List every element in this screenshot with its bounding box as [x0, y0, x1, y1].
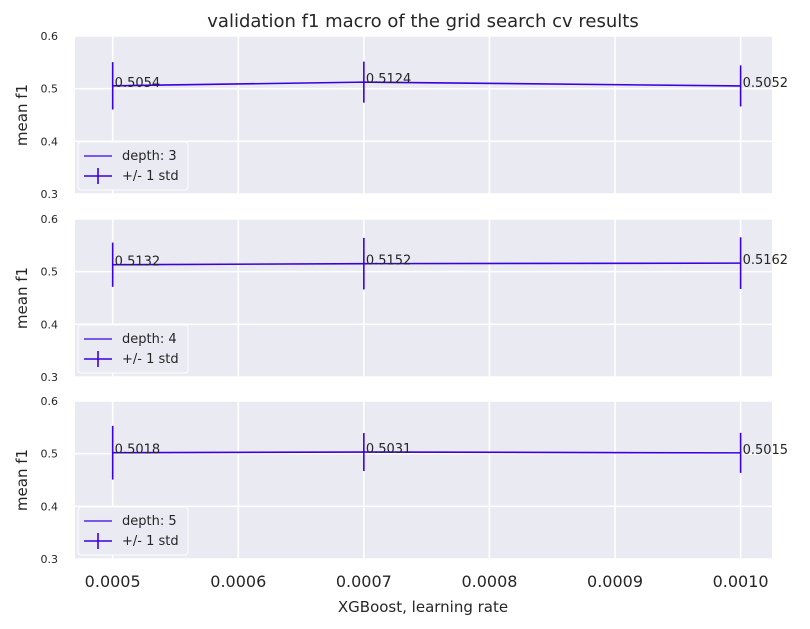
y-tick-label: 0.3: [41, 553, 59, 566]
legend-error-label: +/- 1 std: [122, 534, 179, 549]
panel-2: 0.3 0.4 0.5 0.6 mean f1 0.5132 0.5152 0.5162 dep…: [13, 213, 788, 384]
y-axis-label: mean f1: [13, 449, 31, 511]
x-tick-label: 0.0006: [210, 572, 266, 591]
y-tick-label: 0.4: [41, 318, 59, 331]
panel-1: 0.3 0.4 0.5 0.6 mean f1 0.5054 0.5124 0.5052 dep…: [13, 30, 788, 201]
y-tick-label: 0.5: [41, 448, 59, 461]
y-tick-label: 0.3: [41, 188, 59, 201]
data-label: 0.5018: [115, 443, 161, 458]
data-label: 0.5124: [366, 72, 412, 87]
y-tick-label: 0.6: [41, 30, 59, 43]
chart-title: validation f1 macro of the grid search c…: [207, 11, 638, 32]
legend-frame: [77, 141, 189, 191]
data-label: 0.5031: [366, 442, 412, 457]
legend-frame: [77, 506, 189, 556]
legend-series-label: depth: 4: [122, 332, 177, 347]
y-tick-label: 0.5: [41, 83, 59, 96]
x-axis-ticks: 0.0005 0.0006 0.0007 0.0008 0.0009 0.0010: [85, 572, 769, 591]
legend: depth: 5 +/- 1 std: [77, 506, 189, 556]
panels: 0.3 0.4 0.5 0.6 mean f1 0.5054 0.5124 0.5052 dep…: [13, 30, 788, 566]
plot-area: [75, 36, 772, 194]
legend-frame: [77, 324, 189, 374]
data-label: 0.5132: [115, 255, 161, 270]
data-label: 0.5054: [115, 76, 161, 91]
x-tick-label: 0.0010: [713, 572, 769, 591]
legend-series-label: depth: 5: [122, 514, 177, 529]
y-tick-label: 0.5: [41, 266, 59, 279]
series-line: [112, 451, 741, 454]
x-tick-label: 0.0007: [336, 572, 392, 591]
plot-area: [75, 401, 772, 559]
y-tick-label: 0.3: [41, 371, 59, 384]
x-tick-label: 0.0005: [85, 572, 141, 591]
legend: depth: 3 +/- 1 std: [77, 141, 189, 191]
y-tick-label: 0.6: [41, 213, 59, 226]
x-axis-label: XGBoost, learning rate: [338, 598, 508, 616]
data-label: 0.5015: [743, 443, 789, 458]
y-tick-label: 0.4: [41, 135, 59, 148]
plot-area: [75, 219, 772, 377]
y-tick-label: 0.6: [41, 395, 59, 408]
data-label: 0.5162: [743, 253, 789, 268]
x-tick-label: 0.0009: [587, 572, 643, 591]
y-axis-label: mean f1: [13, 267, 31, 329]
panel-3: 0.3 0.4 0.5 0.6 mean f1 0.5018 0.5031 0.5015 dep…: [13, 395, 788, 566]
y-axis-label: mean f1: [13, 84, 31, 146]
legend: depth: 4 +/- 1 std: [77, 324, 189, 374]
y-tick-label: 0.4: [41, 500, 59, 513]
legend-error-label: +/- 1 std: [122, 169, 179, 184]
legend-series-label: depth: 3: [122, 149, 177, 164]
legend-error-label: +/- 1 std: [122, 352, 179, 367]
data-label: 0.5052: [743, 76, 789, 91]
data-label: 0.5152: [366, 254, 412, 269]
x-tick-label: 0.0008: [461, 572, 517, 591]
